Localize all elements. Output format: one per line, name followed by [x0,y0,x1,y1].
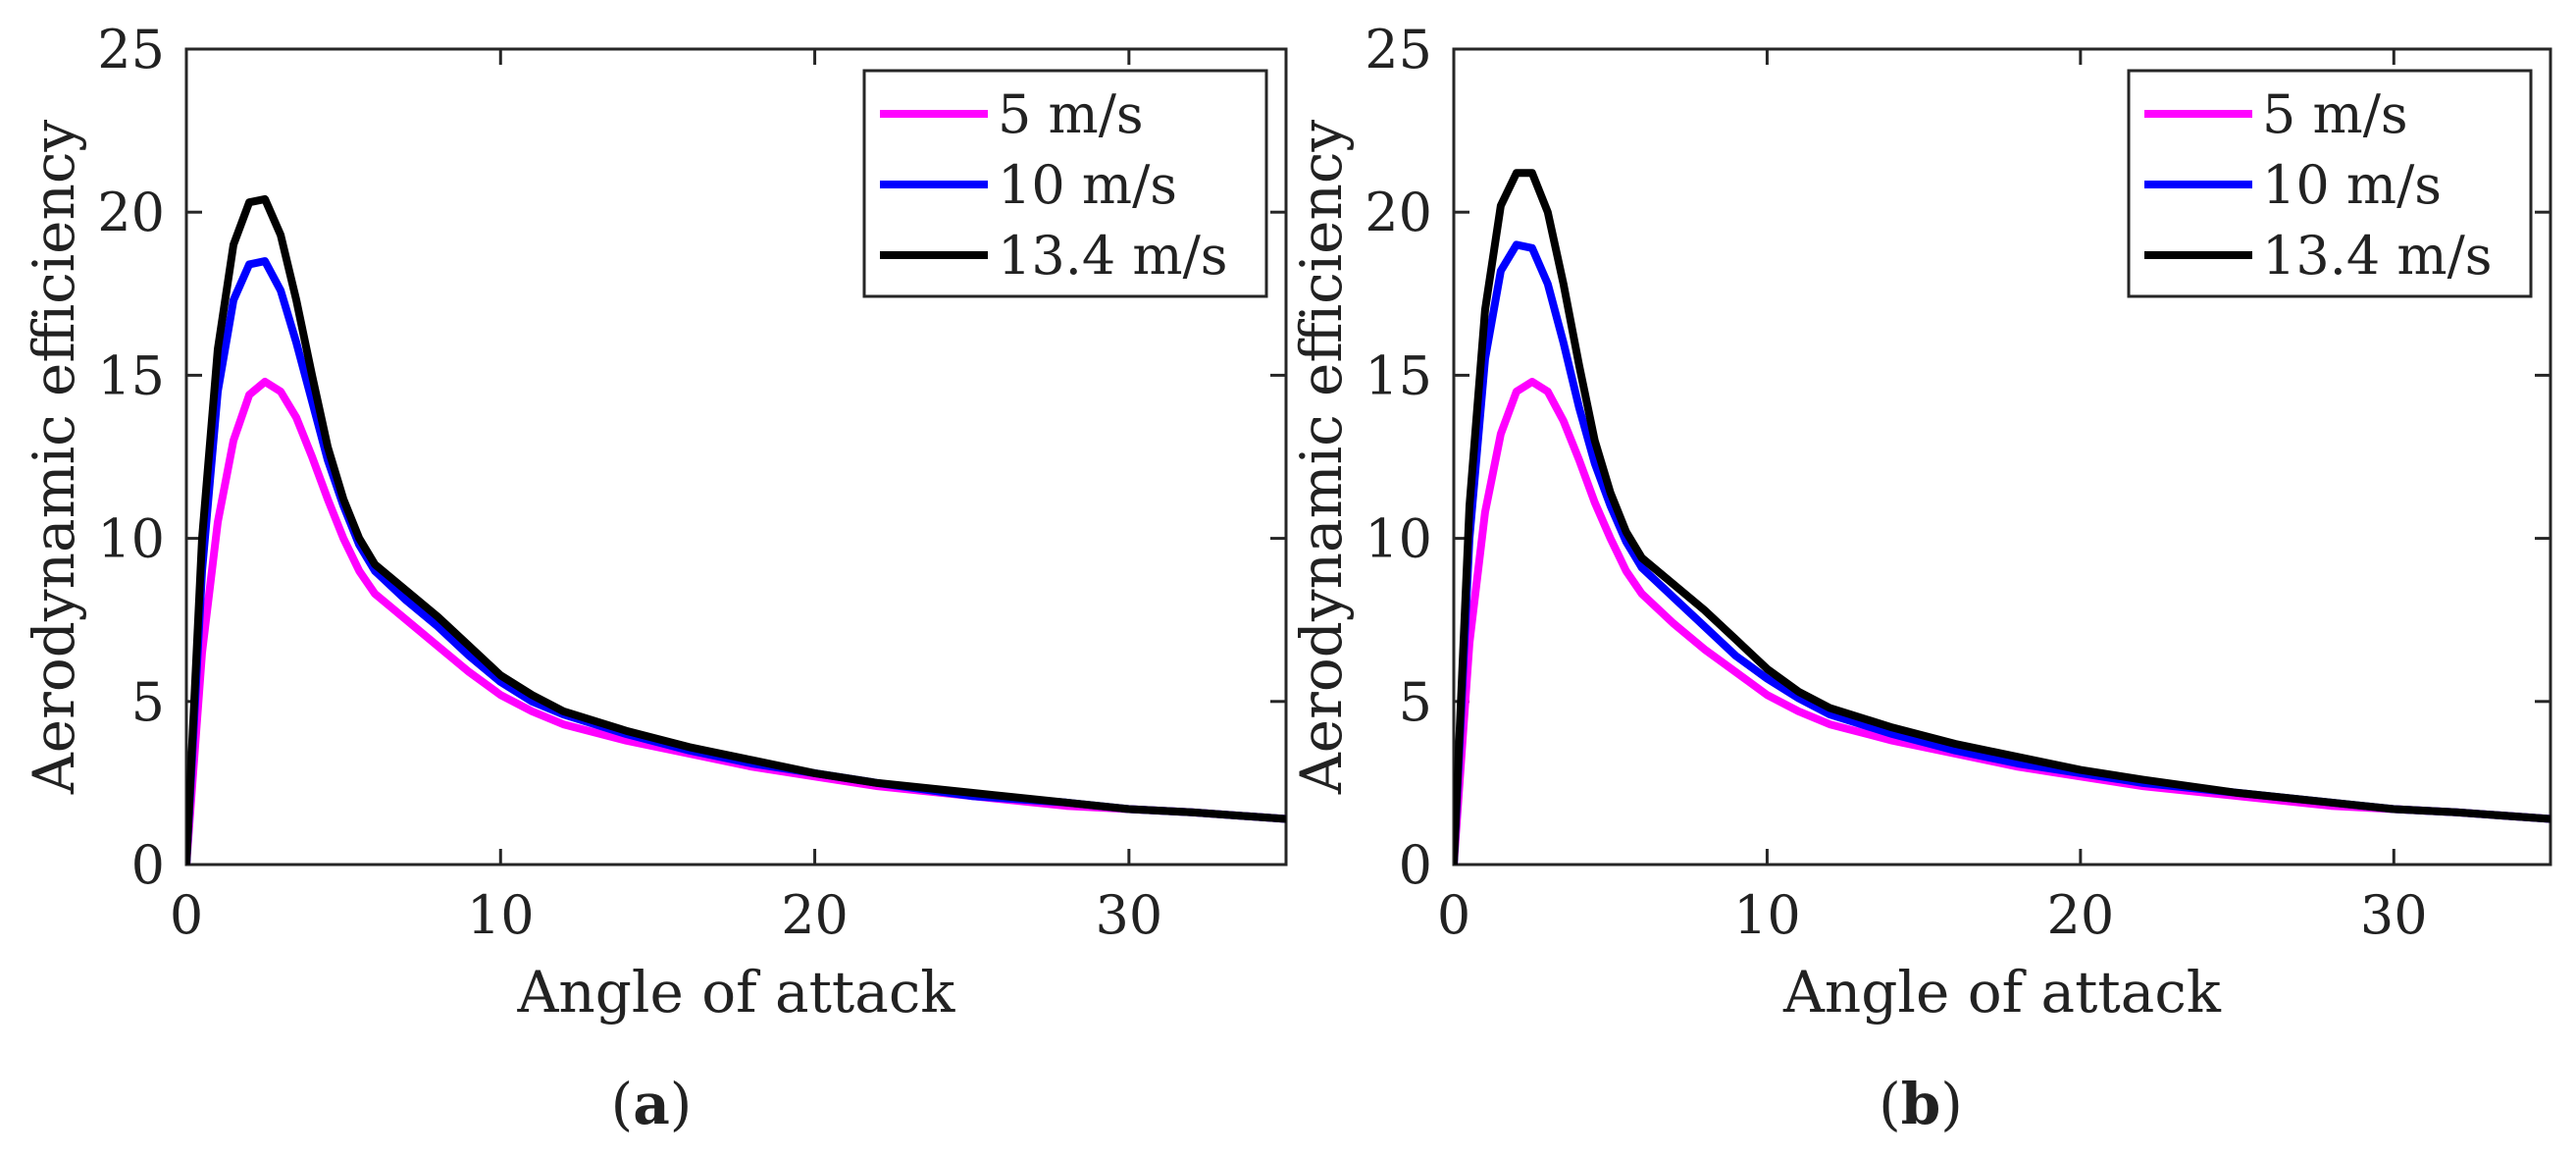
series-line-5-m-s [1454,378,2550,865]
y-tick-label: 0 [1399,834,1432,896]
plot-area-frame [1452,47,2552,867]
chart-panel-b: 0 5 10 15 20 25 0 10 20 30 Angle of attack Aerodyna… [1288,19,2552,1137]
x-tick-label: 20 [781,884,849,946]
panel-label-letter: a [633,1071,670,1137]
panel-label: (a) [611,1071,693,1137]
y-tick-label: 15 [1365,344,1432,406]
legend-label: 13.4 m/s [2262,225,2493,287]
y-tick-label: 25 [97,19,165,80]
legend: 5 m/s 10 m/s 13.4 m/s [862,69,1268,298]
series-line-5-m-s [186,378,1286,865]
x-tick-label: 0 [1437,884,1470,946]
legend-label: 10 m/s [2262,154,2442,216]
series-line-13-4-m-s [186,194,1286,865]
y-tick-label: 10 [1365,508,1432,570]
y-axis-title: Aerodynamic efficiency [21,120,87,795]
panel-label-letter: b [1901,1071,1941,1137]
panel-label: (b) [1879,1071,1963,1137]
legend-label: 13.4 m/s [998,225,1228,287]
x-axis-title: Angle of attack [517,959,956,1026]
y-tick-label: 0 [131,834,165,896]
y-tick-label: 10 [97,508,165,570]
x-axis-title: Angle of attack [1782,959,2222,1026]
y-tick-label: 25 [1365,19,1432,80]
legend-label: 5 m/s [2262,83,2408,145]
x-tick-label: 20 [2046,884,2114,946]
x-tick-label: 10 [467,884,535,946]
y-tick-label: 5 [1399,671,1432,733]
chart-panel-a: 0 5 10 15 20 25 0 10 20 30 Angle of attack Aerodyna… [21,19,1288,1137]
legend-label: 10 m/s [998,154,1177,216]
plot-area-frame [184,47,1288,867]
y-tick-label: 5 [131,671,165,733]
x-tick-label: 30 [1095,884,1162,946]
y-tick-label: 20 [1365,182,1432,243]
x-tick-label: 10 [1733,884,1801,946]
y-tick-label: 20 [97,182,165,243]
x-tick-label: 30 [2360,884,2428,946]
y-axis-title: Aerodynamic efficiency [1288,120,1355,795]
series-line-13-4-m-s [1454,169,2550,865]
legend-label: 5 m/s [998,83,1144,145]
legend: 5 m/s 10 m/s 13.4 m/s [2127,69,2533,298]
y-tick-label: 15 [97,344,165,406]
x-tick-label: 0 [170,884,203,946]
